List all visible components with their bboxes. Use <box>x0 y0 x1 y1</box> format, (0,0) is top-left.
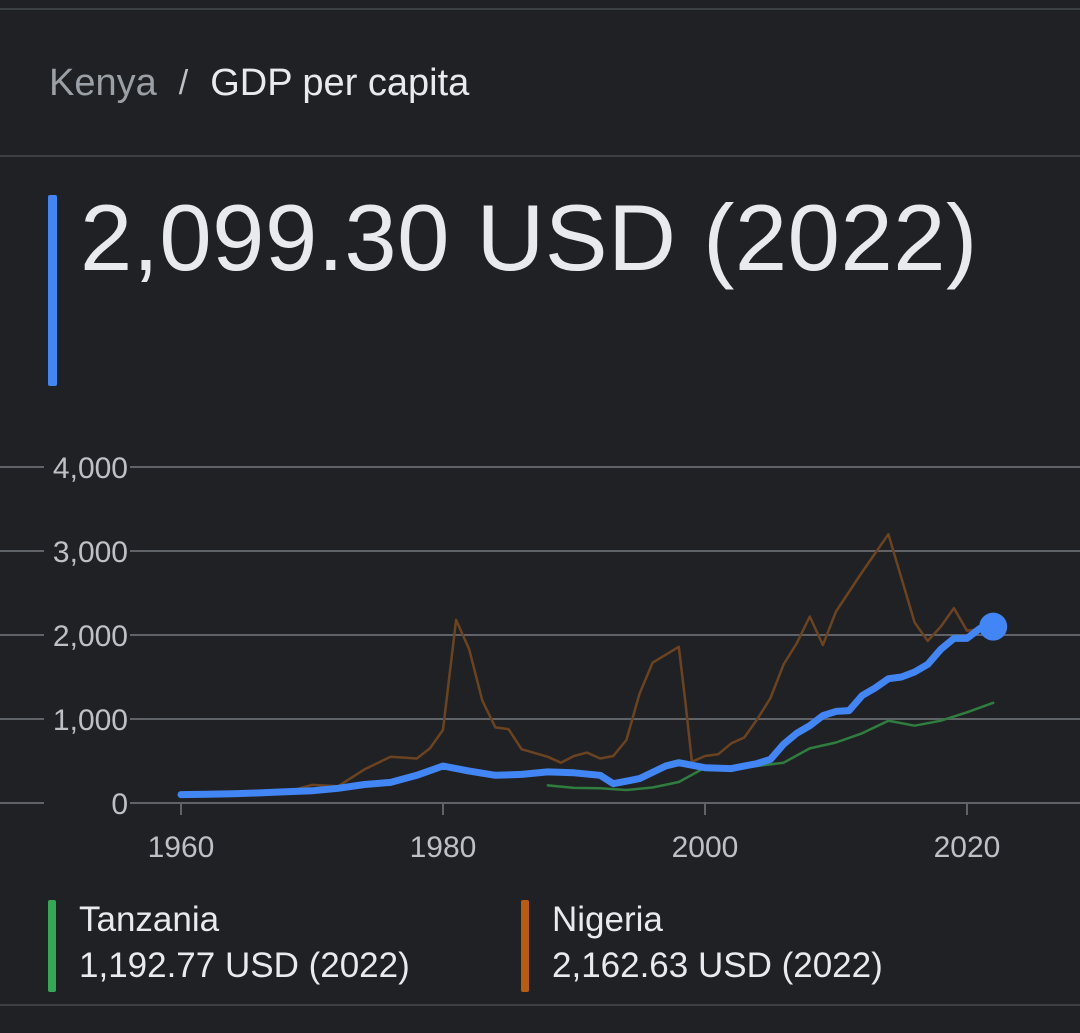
legend-name-tanzania: Tanzania <box>79 900 220 939</box>
y-tick-label-1000: 1,000 <box>53 704 128 737</box>
series-endpoint-kenya <box>979 612 1008 641</box>
x-tick-label-2020: 2020 <box>934 831 1001 864</box>
legend-value-nigeria: 2,162.63 USD (2022) <box>552 946 883 985</box>
top-divider <box>0 8 1080 10</box>
y-tick-label-bg <box>44 787 130 819</box>
y-tick-label-0: 0 <box>111 788 128 821</box>
bottom-divider <box>0 1004 1080 1006</box>
legend-swatch-tanzania <box>48 900 56 992</box>
x-tick-label-2000: 2000 <box>672 831 739 864</box>
y-tick-label-2000: 2,000 <box>53 620 128 653</box>
x-tick-label-1960: 1960 <box>148 831 215 864</box>
breadcrumb: Kenya / GDP per capita <box>49 58 469 108</box>
y-tick-label-3000: 3,000 <box>53 536 128 569</box>
y-tick-label-4000: 4,000 <box>53 452 128 485</box>
x-tick-label-1980: 1980 <box>410 831 477 864</box>
breadcrumb-parent-link[interactable]: Kenya <box>49 61 157 104</box>
y-tick-label-bg <box>44 703 130 735</box>
legend-name-nigeria: Nigeria <box>552 900 663 939</box>
series-line-nigeria <box>179 532 995 797</box>
y-tick-label-bg <box>44 451 130 483</box>
gdp-line-chart[interactable]: 0 1,000 2,000 3,000 4,000 1960 1980 2000 2020 <box>0 440 1080 880</box>
value-accent-bar <box>48 195 57 386</box>
series-line-tanzania <box>546 701 995 792</box>
main-value: 2,099.30 USD (2022) <box>80 185 978 290</box>
legend-value-tanzania: 1,192.77 USD (2022) <box>79 946 410 985</box>
series-line-kenya <box>177 623 997 799</box>
y-tick-label-bg <box>44 535 130 567</box>
breadcrumb-current: GDP per capita <box>210 61 470 104</box>
legend-swatch-nigeria <box>521 900 529 992</box>
y-tick-label-bg <box>44 619 130 651</box>
header-divider <box>0 155 1080 157</box>
breadcrumb-separator: / <box>178 63 189 102</box>
